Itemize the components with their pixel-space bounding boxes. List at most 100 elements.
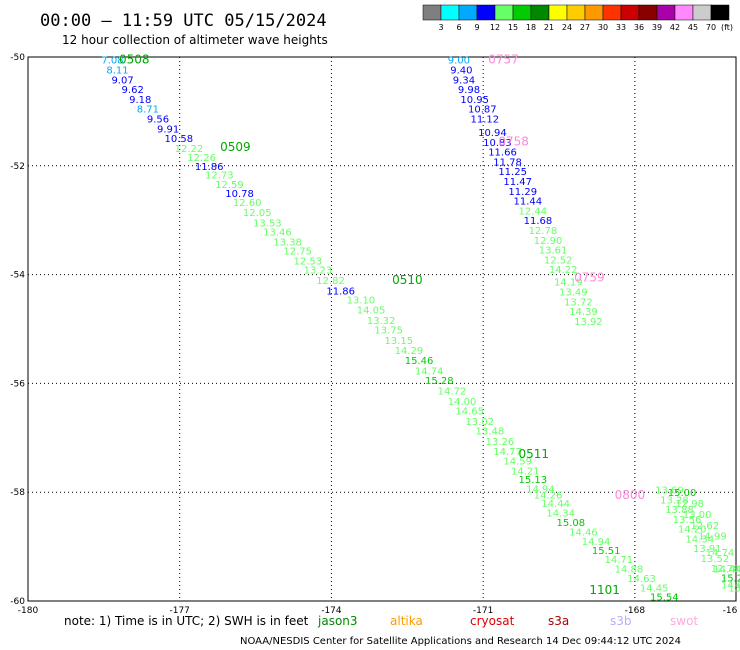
colorbar-swatch <box>440 4 460 21</box>
track-a-point: 14.71 <box>605 555 634 566</box>
x-tick-label: -171 <box>473 606 493 616</box>
pass-time-label: 0758 <box>498 134 529 148</box>
y-tick-label: -60 <box>10 597 25 607</box>
track-b-point: 10.83 <box>483 138 512 149</box>
satellite-legend-jason3: jason3 <box>317 614 358 628</box>
track-c-point: 13.69 <box>655 485 684 496</box>
colorbar-label: 36 <box>634 23 644 32</box>
pass-time-label: 0509 <box>220 140 251 154</box>
colorbar-label: 27 <box>580 23 590 32</box>
colorbar-swatch <box>422 4 442 21</box>
track-b-point: 13.61 <box>539 246 568 257</box>
track-a-point: 13.48 <box>476 427 505 438</box>
track-c-point: 13.52 <box>701 554 730 565</box>
colorbar-label: 45 <box>688 23 698 32</box>
track-a-point: 12.26 <box>187 153 216 164</box>
plot-frame <box>27 56 737 602</box>
track-b-point: 11.47 <box>503 177 532 188</box>
colorbar-swatch <box>674 4 694 21</box>
track-a-point: 10.78 <box>225 189 254 200</box>
plot-area: -180 -177 -174 -171 -168 -16 -50 -52 -54 -56 -58 -6… <box>10 53 740 616</box>
satellite-legend-s3b: s3b <box>610 614 632 628</box>
colorbar-swatch <box>602 4 622 21</box>
track-a-point: 14.29 <box>395 346 424 357</box>
track-c-point: 14.20 <box>678 525 707 536</box>
track-b-point: 14.22 <box>549 265 578 276</box>
track-a-point: 14.94 <box>582 537 611 548</box>
track-c-point: 13.56 <box>673 515 702 526</box>
track-a-point: 13.32 <box>367 316 396 327</box>
colorbar-swatch <box>584 4 604 21</box>
track-a-point: 14.26 <box>534 490 563 501</box>
track-a-point: 12.60 <box>233 198 262 209</box>
track-b-point: 11.25 <box>498 167 527 178</box>
colorbar-swatch <box>566 4 586 21</box>
pass-time-label: 0757 <box>488 53 519 67</box>
colorbar-swatch <box>710 4 730 21</box>
track-a-point: 12.73 <box>205 171 234 182</box>
satellite-legend-s3a: s3a <box>548 614 569 628</box>
track-a-point: 13.02 <box>465 417 494 428</box>
track-a-point: 13.75 <box>374 326 403 337</box>
track-b-point: 13.92 <box>574 317 603 328</box>
track-c-point: 14.44 <box>713 564 740 575</box>
track-a-point: 12.82 <box>316 276 345 287</box>
track-b-point: 14.19 <box>554 278 583 289</box>
track-a-point: 9.07 <box>111 75 133 86</box>
track-c-point: 13.00 <box>683 510 712 521</box>
y-tick-label: -52 <box>10 162 25 172</box>
track-a-point: 9.56 <box>147 114 169 125</box>
footer-note: note: 1) Time is in UTC; 2) SWH is in fe… <box>64 614 309 628</box>
track-c-point: 14.34 <box>685 534 714 545</box>
track-a-point: 12.05 <box>243 208 272 219</box>
track-b-point: 11.68 <box>524 216 553 227</box>
pass-time-label: 1101 <box>589 583 620 597</box>
track-b-point: 12.78 <box>529 226 558 237</box>
track-c-point: 14.74 <box>706 548 735 559</box>
track-a-point: 14.88 <box>615 564 644 575</box>
track-b-point: 10.95 <box>460 95 489 106</box>
track-a-point: 7.08 <box>101 56 123 67</box>
track-a-point: 8.11 <box>106 66 128 77</box>
satellite-legend-cryosat: cryosat <box>470 614 515 628</box>
track-a-point: 14.00 <box>448 397 477 408</box>
track-b-point: 11.29 <box>508 187 537 198</box>
track-a-point: 15.13 <box>519 475 548 486</box>
track-c-point: 13.91 <box>693 544 722 555</box>
colorbar-label: 21 <box>544 23 554 32</box>
colorbar-swatch <box>692 4 712 21</box>
colorbar-label: 9 <box>474 23 479 32</box>
pass-time-label: 0800 <box>615 488 646 502</box>
track-b-point: 13.49 <box>559 287 588 298</box>
track-a-point: 15.28 <box>425 376 454 387</box>
pass-time-label: 0511 <box>519 447 550 461</box>
track-a-point: 14.72 <box>438 386 467 397</box>
track-b-point: 12.52 <box>544 255 573 266</box>
colorbar-label: 15 <box>508 23 518 32</box>
track-a-point: 15.08 <box>556 518 585 529</box>
track-a-point: 14.94 <box>526 484 555 495</box>
colorbar-swatch <box>638 4 658 21</box>
track-a-point: 12.59 <box>215 180 244 191</box>
colorbar-swatch <box>656 4 676 21</box>
chart-title: 00:00 – 11:59 UTC 05/15/2024 <box>40 11 327 31</box>
pass-time-label: 0759 <box>574 270 605 284</box>
track-a-point: 14.21 <box>511 466 540 477</box>
track-c-point: 12.98 <box>675 499 704 510</box>
track-a-point: 11.86 <box>326 286 355 297</box>
track-a-point: 10.58 <box>165 134 194 145</box>
track-a-point: 13.38 <box>273 237 302 248</box>
colorbar-swatch <box>494 4 514 21</box>
colorbar-swatch <box>530 4 550 21</box>
colorbar-label: 12 <box>490 23 500 32</box>
x-tick-label: -16 <box>723 606 738 616</box>
track-c-point: 12.62 <box>690 521 719 532</box>
colorbar-swatch <box>548 4 568 21</box>
track-a-point: 12.53 <box>294 256 323 267</box>
track-b-point: 10.94 <box>478 128 507 139</box>
colorbar-label: 33 <box>616 23 626 32</box>
colorbar-swatch <box>458 4 478 21</box>
track-c-point: 15.25 <box>721 574 740 585</box>
y-tick-label: -54 <box>10 271 25 281</box>
